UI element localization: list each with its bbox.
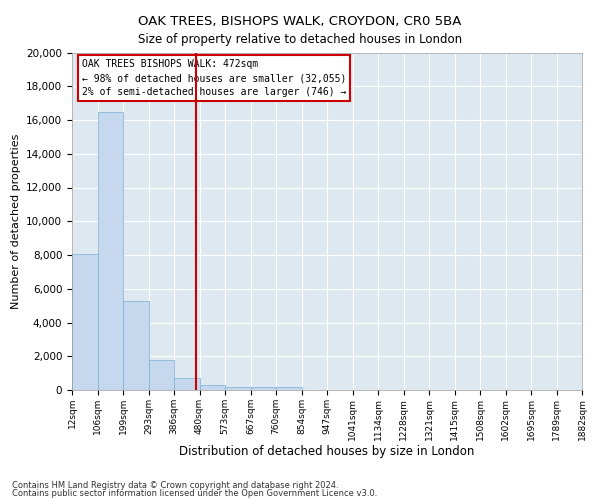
- Bar: [199, 385, 225, 390]
- Bar: [72, 254, 97, 390]
- Text: Size of property relative to detached houses in London: Size of property relative to detached ho…: [138, 32, 462, 46]
- Bar: [174, 378, 199, 390]
- Text: Contains HM Land Registry data © Crown copyright and database right 2024.: Contains HM Land Registry data © Crown c…: [12, 480, 338, 490]
- Bar: [225, 386, 251, 390]
- Bar: [149, 360, 174, 390]
- Text: Contains public sector information licensed under the Open Government Licence v3: Contains public sector information licen…: [12, 489, 377, 498]
- Bar: [251, 387, 276, 390]
- Bar: [97, 112, 123, 390]
- X-axis label: Distribution of detached houses by size in London: Distribution of detached houses by size …: [179, 446, 475, 458]
- Text: OAK TREES, BISHOPS WALK, CROYDON, CR0 5BA: OAK TREES, BISHOPS WALK, CROYDON, CR0 5B…: [139, 15, 461, 28]
- Bar: [123, 300, 149, 390]
- Bar: [276, 388, 302, 390]
- Y-axis label: Number of detached properties: Number of detached properties: [11, 134, 20, 309]
- Text: OAK TREES BISHOPS WALK: 472sqm
← 98% of detached houses are smaller (32,055)
2% : OAK TREES BISHOPS WALK: 472sqm ← 98% of …: [82, 59, 347, 97]
